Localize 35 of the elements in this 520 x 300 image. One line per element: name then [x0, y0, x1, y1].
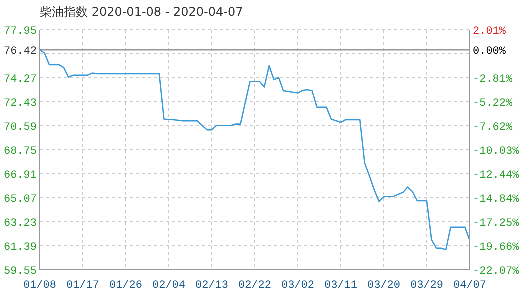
x-tick-label: 03/20 — [367, 280, 401, 292]
x-tick-label: 01/08 — [23, 280, 57, 292]
chart-title: 柴油指数 2020-01-08 - 2020-04-07 — [40, 5, 244, 19]
x-tick-label: 03/02 — [281, 280, 315, 292]
x-tick-label: 02/13 — [195, 280, 229, 292]
ref-line-label: 76.42 — [4, 46, 37, 58]
y2-tick-label: 2.01% — [473, 26, 506, 38]
y2-tick-label: 0.00% — [473, 46, 506, 58]
x-tick-label: 03/29 — [410, 280, 444, 292]
y2-tick-label: -5.22% — [473, 98, 514, 110]
line-series — [39, 49, 471, 251]
x-tick-label: 04/07 — [453, 280, 487, 292]
y-tick-label: 61.39 — [4, 242, 37, 254]
y-tick-label: 66.91 — [4, 170, 38, 182]
x-tick-label: 03/11 — [324, 280, 358, 292]
y-tick-label: 77.95 — [4, 26, 37, 38]
x-tick-label: 01/17 — [66, 280, 100, 292]
y-tick-label: 65.07 — [4, 194, 37, 206]
y2-tick-label: -22.07% — [473, 266, 520, 278]
x-tick-label: 02/04 — [152, 280, 186, 292]
y2-tick-label: -17.25% — [473, 218, 520, 230]
y2-tick-label: -19.66% — [473, 242, 520, 254]
y-tick-label: 72.43 — [4, 98, 37, 110]
x-tick-label: 01/26 — [109, 280, 143, 292]
y-tick-label: 70.59 — [4, 122, 37, 134]
x-tick-label: 02/22 — [238, 280, 272, 292]
y2-tick-label: -10.03% — [473, 146, 520, 158]
y2-tick-label: -12.44% — [473, 170, 520, 182]
y2-tick-label: -14.84% — [473, 194, 520, 206]
y-tick-label: 74.27 — [4, 74, 37, 86]
y-tick-label: 59.55 — [4, 266, 37, 278]
y2-tick-label: -2.81% — [473, 74, 514, 86]
y2-tick-label: -7.62% — [473, 122, 514, 134]
y-tick-label: 68.75 — [4, 146, 37, 158]
y-tick-label: 63.23 — [4, 218, 37, 230]
